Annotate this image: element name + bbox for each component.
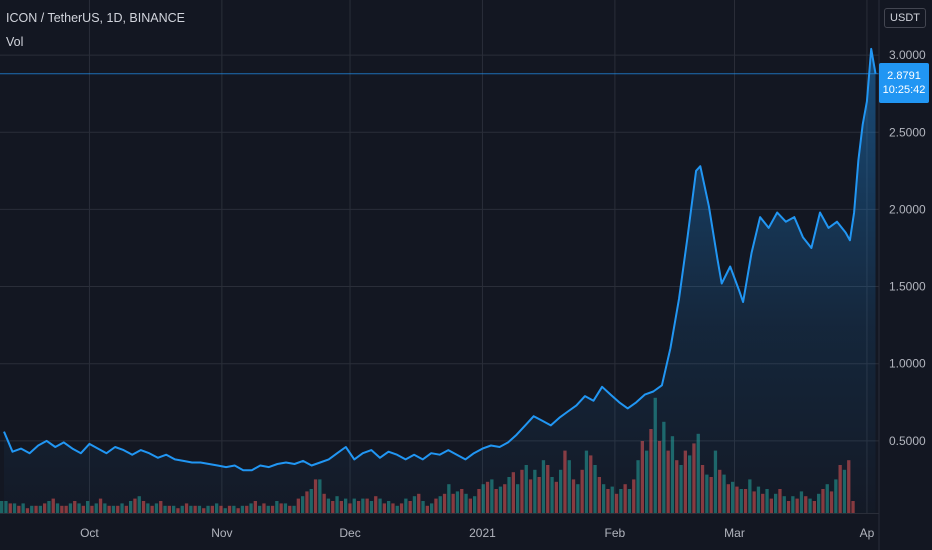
x-tick-label: Nov [211, 526, 232, 540]
x-tick-label: Ap [860, 526, 875, 540]
y-tick-label: 2.5000 [889, 125, 926, 139]
x-tick-label: Mar [724, 526, 745, 540]
y-tick-label: 3.0000 [889, 48, 926, 62]
y-tick-label: 1.5000 [889, 280, 926, 294]
symbol-title[interactable]: ICON / TetherUS, 1D, BINANCE [6, 11, 185, 25]
price-line-path [3, 47, 877, 472]
x-tick-label: Dec [339, 526, 360, 540]
price-axis[interactable]: 0.5000 1.0000 1.5000 2.0000 2.5000 3.0000 [878, 0, 926, 550]
volume-bar [0, 501, 4, 513]
last-price-tag: 2.8791 10:25:42 [879, 63, 929, 103]
y-tick-label: 0.5000 [889, 434, 926, 448]
time-axis[interactable]: Oct Nov Dec 2021 Feb Mar Ap [0, 513, 879, 541]
y-tick-label: 1.0000 [889, 357, 926, 371]
volume-indicator-label[interactable]: Vol [6, 35, 24, 49]
price-area-fill [4, 48, 876, 514]
price-line [3, 47, 877, 472]
x-tick-label: Feb [605, 526, 626, 540]
bar-countdown: 10:25:42 [882, 84, 926, 96]
price-area [4, 48, 876, 514]
y-tick-label: 2.0000 [889, 202, 926, 216]
x-tick-label: Oct [80, 526, 99, 540]
currency-badge[interactable]: USDT [884, 8, 926, 28]
last-price-value: 2.8791 [887, 70, 921, 82]
x-tick-label: 2021 [469, 526, 496, 540]
